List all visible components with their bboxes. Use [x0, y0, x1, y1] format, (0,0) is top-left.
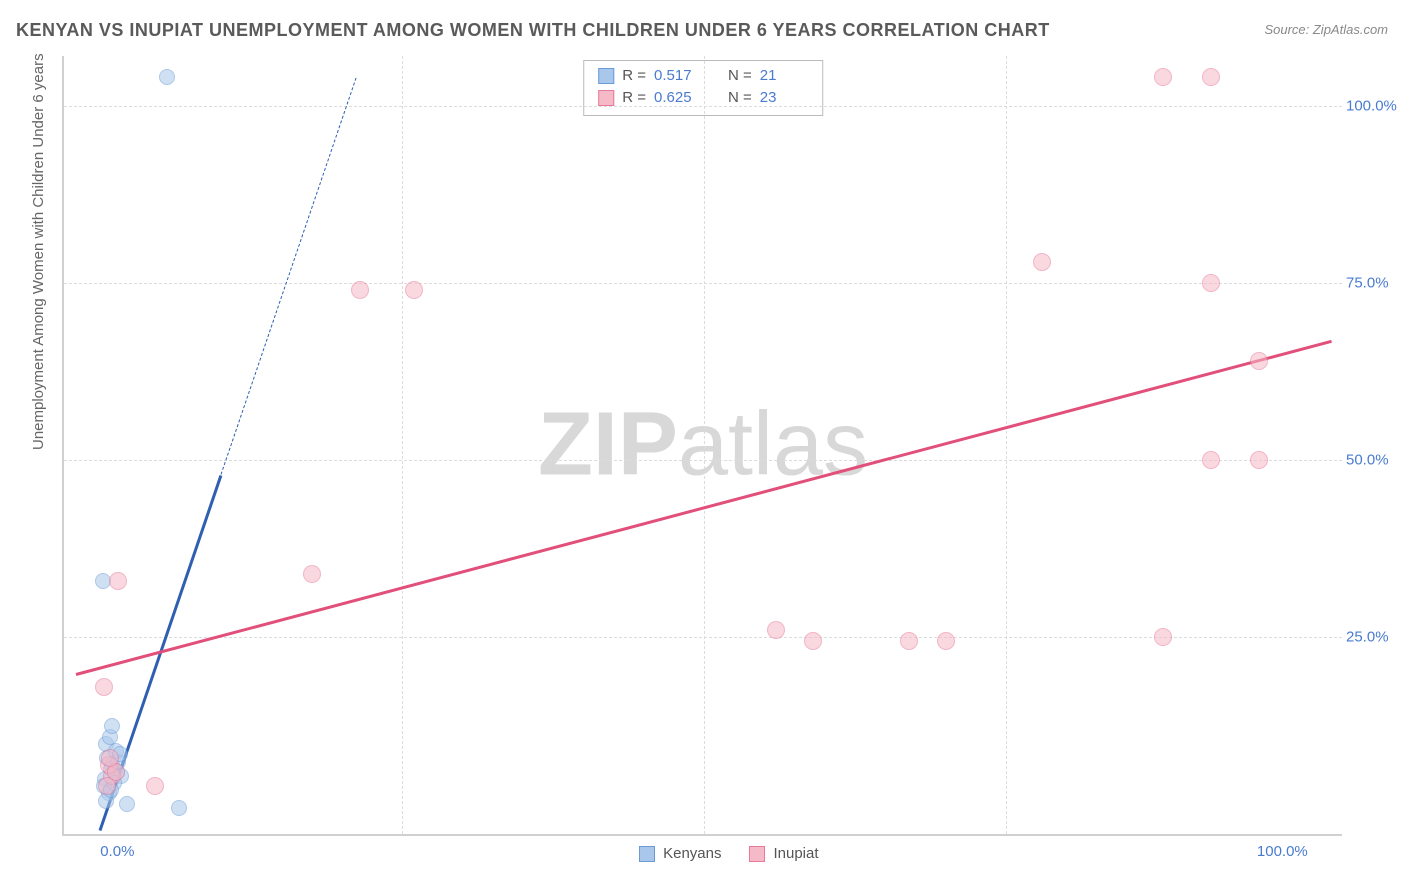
y-tick-label: 25.0% — [1346, 629, 1402, 646]
data-point — [171, 800, 187, 816]
data-point — [767, 621, 785, 639]
data-point — [109, 572, 127, 590]
data-point — [804, 632, 822, 650]
data-point — [119, 796, 135, 812]
legend-swatch — [639, 846, 655, 862]
data-point — [98, 777, 116, 795]
r-value: 0.517 — [654, 65, 702, 87]
watermark-bold: ZIP — [538, 395, 678, 495]
stat-label: N = — [728, 65, 752, 87]
gridline-vertical — [402, 56, 403, 834]
gridline-vertical — [704, 56, 705, 834]
n-value: 21 — [760, 65, 808, 87]
legend-label: Inupiat — [773, 845, 818, 862]
data-point — [95, 678, 113, 696]
chart-title: KENYAN VS INUPIAT UNEMPLOYMENT AMONG WOM… — [16, 20, 1050, 41]
watermark-light: atlas — [678, 395, 868, 495]
data-point — [1250, 451, 1268, 469]
legend-item: Kenyans — [639, 845, 721, 862]
legend-swatch — [598, 68, 614, 84]
series-legend: Kenyans Inupiat — [639, 845, 818, 862]
x-tick-label: 100.0% — [1257, 843, 1308, 860]
gridline-horizontal — [64, 283, 1342, 284]
stats-row: R = 0.517 N = 21 — [598, 65, 808, 87]
gridline-vertical — [1006, 56, 1007, 834]
legend-label: Kenyans — [663, 845, 721, 862]
data-point — [1202, 274, 1220, 292]
data-point — [104, 718, 120, 734]
data-point — [1154, 68, 1172, 86]
data-point — [1202, 68, 1220, 86]
data-point — [303, 565, 321, 583]
gridline-horizontal — [64, 106, 1342, 107]
source-attribution: Source: ZipAtlas.com — [1264, 22, 1388, 37]
y-tick-label: 100.0% — [1346, 97, 1402, 114]
data-point — [101, 749, 119, 767]
legend-swatch — [598, 90, 614, 106]
data-point — [1250, 352, 1268, 370]
watermark: ZIPatlas — [538, 394, 868, 497]
y-tick-label: 75.0% — [1346, 274, 1402, 291]
data-point — [351, 281, 369, 299]
y-tick-label: 50.0% — [1346, 452, 1402, 469]
y-axis-label: Unemployment Among Women with Children U… — [30, 53, 47, 450]
gridline-horizontal — [64, 637, 1342, 638]
legend-swatch — [749, 846, 765, 862]
data-point — [146, 777, 164, 795]
correlation-stats-box: R =0.517N =21R =0.625N =23 — [583, 60, 823, 116]
trend-line — [220, 78, 356, 475]
data-point — [159, 69, 175, 85]
gridline-horizontal — [64, 460, 1342, 461]
data-point — [900, 632, 918, 650]
data-point — [1202, 451, 1220, 469]
x-tick-label: 0.0% — [100, 843, 134, 860]
data-point — [937, 632, 955, 650]
data-point — [1154, 628, 1172, 646]
legend-item: Inupiat — [749, 845, 818, 862]
data-point — [1033, 253, 1051, 271]
scatter-plot-area: ZIPatlas R =0.517N =21R =0.625N =23 Keny… — [62, 56, 1342, 836]
stat-label: R = — [622, 65, 646, 87]
data-point — [95, 573, 111, 589]
data-point — [405, 281, 423, 299]
